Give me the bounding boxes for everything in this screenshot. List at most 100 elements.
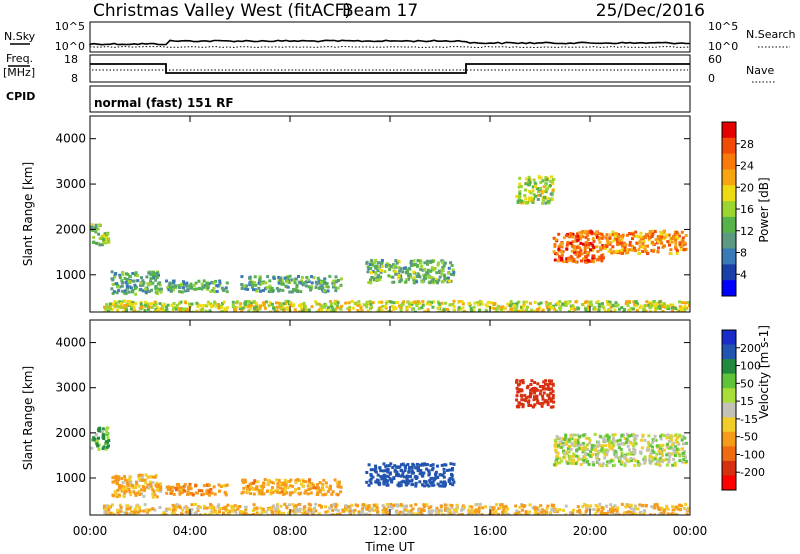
data-cell <box>128 275 132 278</box>
data-cell <box>438 473 442 477</box>
data-cell <box>661 305 665 309</box>
data-cell <box>339 485 343 489</box>
data-cell <box>184 307 188 311</box>
colorbar-tick-label: 28 <box>740 138 754 151</box>
data-cell <box>532 310 536 312</box>
data-cell <box>436 482 440 486</box>
data-cell <box>484 505 488 509</box>
data-cell <box>580 252 584 256</box>
data-cell <box>178 490 182 494</box>
colorbar-tick-label: 24 <box>740 160 754 173</box>
data-cell <box>118 276 122 279</box>
data-cell <box>252 307 256 310</box>
data-cell <box>367 463 371 467</box>
data-cell <box>645 300 649 304</box>
data-cell <box>394 259 398 263</box>
data-cell <box>213 290 217 294</box>
data-cell <box>532 178 536 182</box>
data-cell <box>159 287 163 291</box>
data-cell <box>544 382 547 386</box>
data-cell <box>332 283 336 287</box>
data-cell <box>425 467 429 471</box>
data-cell <box>606 241 610 245</box>
data-cell <box>402 300 406 304</box>
data-cell <box>177 504 181 508</box>
data-cell <box>177 485 181 489</box>
data-cell <box>143 488 147 492</box>
data-cell <box>536 399 540 403</box>
data-cell <box>605 464 609 467</box>
data-cell <box>454 507 458 511</box>
data-cell <box>119 302 123 305</box>
data-cell <box>611 508 615 512</box>
data-cell <box>667 460 671 464</box>
data-cell <box>620 251 624 255</box>
data-cell <box>629 307 633 310</box>
data-cell <box>597 442 601 446</box>
data-cell <box>215 290 219 293</box>
data-cell <box>429 505 433 509</box>
data-cell <box>607 249 611 253</box>
data-cell <box>239 510 243 513</box>
data-cell <box>120 477 124 481</box>
data-cell <box>304 489 308 493</box>
data-cell <box>289 301 293 304</box>
data-cell <box>665 436 669 440</box>
data-cell <box>205 281 209 285</box>
data-cell <box>144 287 148 291</box>
data-cell <box>233 308 236 312</box>
data-cell <box>414 474 418 478</box>
data-cell <box>443 481 447 485</box>
data-cell <box>103 239 107 242</box>
data-cell <box>674 238 678 242</box>
data-cell <box>584 451 587 455</box>
data-cell <box>326 306 330 309</box>
data-cell <box>503 307 507 311</box>
data-cell <box>288 274 292 278</box>
data-cell <box>247 309 251 312</box>
data-cell <box>660 241 664 245</box>
data-cell <box>279 282 283 286</box>
data-cell <box>616 243 620 246</box>
data-cell <box>520 199 523 203</box>
data-cell <box>550 504 554 508</box>
data-cell <box>673 463 677 467</box>
data-cell <box>170 303 174 307</box>
data-cell <box>264 281 268 285</box>
data-cell <box>281 487 285 491</box>
data-cell <box>593 445 597 449</box>
data-cell <box>674 438 678 442</box>
data-cell <box>102 434 106 437</box>
data-cell <box>95 439 99 443</box>
data-cell <box>306 278 310 282</box>
data-cell <box>516 404 520 408</box>
data-cell <box>603 453 607 457</box>
data-cell <box>611 459 615 463</box>
data-cell <box>578 435 581 439</box>
data-cell <box>682 458 686 461</box>
data-cell <box>553 307 557 311</box>
data-cell <box>649 451 653 455</box>
data-cell <box>653 506 657 510</box>
data-cell <box>625 457 629 461</box>
data-cell <box>181 307 185 311</box>
data-cell <box>102 437 106 440</box>
data-cell <box>252 513 255 515</box>
data-cell <box>684 441 688 445</box>
data-cell <box>392 263 395 267</box>
y-tick-label: 2000 <box>55 222 86 236</box>
data-cell <box>286 486 290 490</box>
data-cell <box>637 463 641 467</box>
data-cell <box>259 512 263 515</box>
data-cell <box>684 247 688 251</box>
data-cell <box>658 459 662 463</box>
data-cell <box>123 277 127 280</box>
data-cell <box>617 446 621 450</box>
data-cell <box>620 454 624 458</box>
data-cell <box>162 511 166 515</box>
data-cell <box>344 301 348 305</box>
data-cell <box>568 511 572 515</box>
data-cell <box>143 304 147 308</box>
data-cell <box>503 513 507 515</box>
data-cell <box>322 493 326 497</box>
